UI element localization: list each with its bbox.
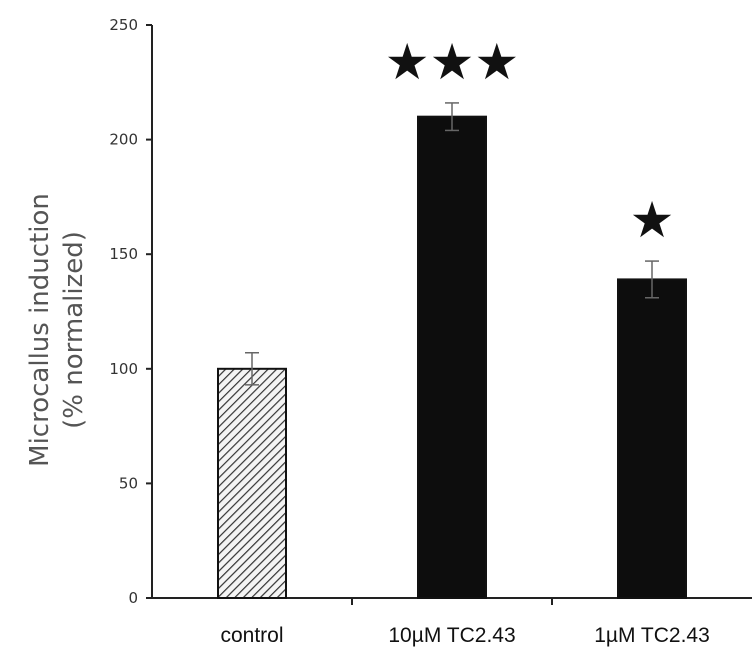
bar-2: [618, 279, 686, 598]
x-category-label: 10µM TC2.43: [388, 624, 515, 647]
significance-marker-2: ★: [630, 191, 675, 249]
bars: [218, 117, 686, 598]
x-category-label: 1µM TC2.43: [594, 624, 710, 647]
y-axis-title: Microcallus induction (% normalized): [25, 193, 89, 467]
bar-0: [218, 369, 286, 598]
y-axis-title-line-1: Microcallus induction: [25, 193, 55, 467]
bar-1: [418, 117, 486, 598]
y-tick-label: 50: [119, 474, 138, 492]
x-category-label: control: [220, 624, 283, 647]
y-axis-title-line-2: (% normalized): [59, 231, 89, 429]
x-axis: [152, 598, 752, 605]
y-tick-label: 250: [109, 16, 138, 34]
y-tick-label: 100: [109, 360, 138, 378]
category-labels: control 10µM TC2.43 1µM TC2.43: [220, 624, 709, 647]
y-tick-label: 150: [109, 245, 138, 263]
significance-marker-1: ★★★: [385, 33, 519, 91]
y-tick-label: 0: [128, 589, 138, 607]
y-axis: 0 50 100 150 200 250: [109, 16, 152, 607]
y-tick-label: 200: [109, 131, 138, 149]
